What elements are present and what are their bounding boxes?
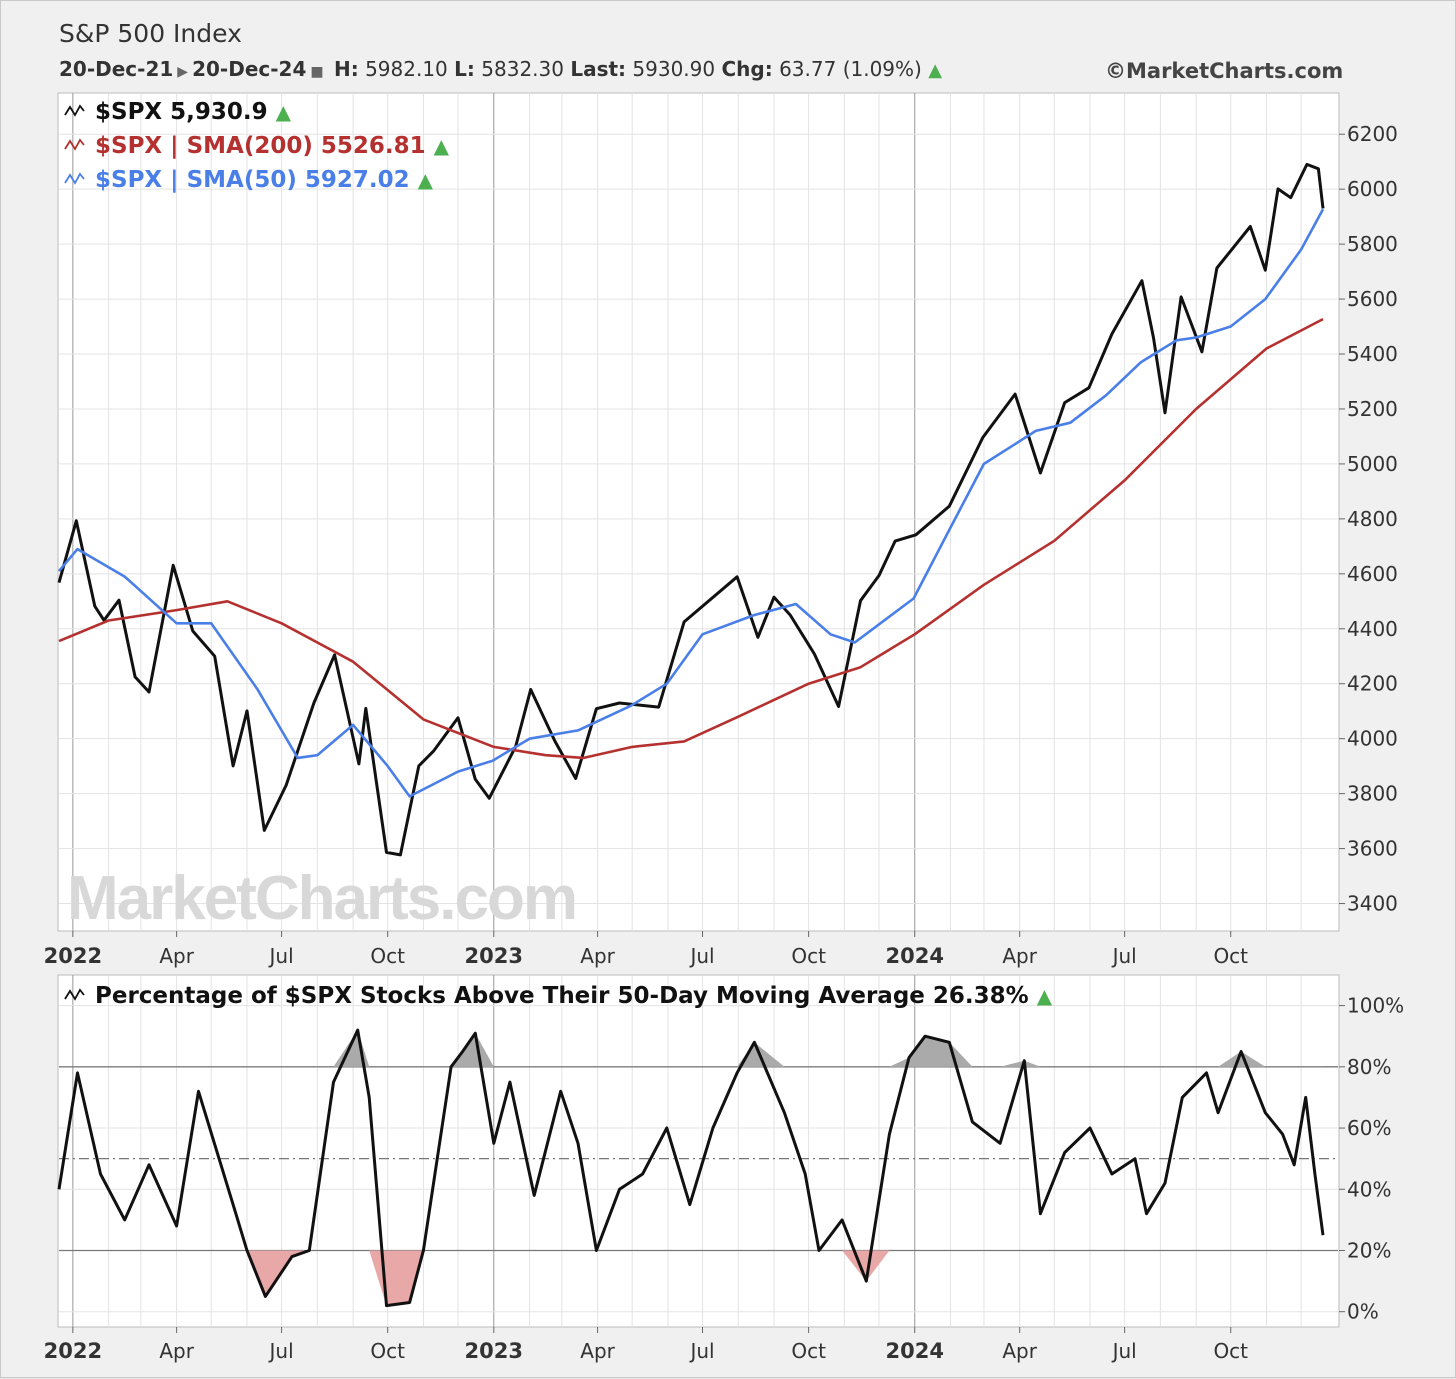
breadth-series: [57, 1028, 1325, 1308]
y-tick-label: 80%: [1347, 1055, 1391, 1079]
x-tick-label: Apr: [580, 944, 615, 968]
x-tick-label: Oct: [791, 944, 826, 968]
main-series: [57, 162, 1325, 857]
y-tick-label: 20%: [1347, 1238, 1391, 1262]
breadth-y-axis: 0% 20% 40% 60% 80% 100%: [1339, 994, 1404, 1324]
up-triangle-icon: ▲: [276, 100, 292, 124]
x-tick-label: Apr: [159, 1339, 194, 1363]
series-line-icon: [64, 104, 85, 117]
main-grid: [59, 93, 1338, 931]
x-tick-label: 2024: [886, 944, 944, 968]
y-tick-label: 6200: [1347, 122, 1398, 146]
y-tick-label: 60%: [1347, 1116, 1391, 1140]
x-tick-label: Oct: [1213, 1339, 1248, 1363]
last-value: 5930.90: [632, 57, 716, 81]
x-tick-label: Apr: [159, 944, 194, 968]
x-tick-label: 2022: [44, 944, 102, 968]
y-tick-label: 40%: [1347, 1177, 1391, 1201]
last-label: Last:: [570, 57, 627, 81]
x-tick-label: Jul: [1111, 1339, 1137, 1363]
y-tick-label: 5400: [1347, 342, 1398, 366]
x-tick-label: Jul: [268, 1339, 294, 1363]
y-tick-label: 4400: [1347, 617, 1398, 641]
series-line-spx: [57, 162, 1325, 857]
y-tick-label: 3400: [1347, 892, 1398, 916]
series-line-breadth: [57, 1028, 1325, 1308]
main-y-axis: 3400 3600 3800 4000 4200 4400 4600 4800 5000 5200…: [1339, 122, 1398, 916]
y-tick-label: 3800: [1347, 782, 1398, 806]
y-tick-label: 4800: [1347, 507, 1398, 531]
high-label: H:: [333, 57, 359, 81]
breadth-panel: [57, 974, 1340, 1328]
series-line-sma50: [58, 208, 1325, 798]
legend-entry: $SPX 5,930.9: [95, 99, 268, 125]
chart-title: S&P 500 Index: [59, 19, 242, 48]
y-tick-label: 4600: [1347, 562, 1398, 586]
x-tick-label: 2023: [465, 1339, 523, 1363]
x-tick-label: Apr: [580, 1339, 615, 1363]
legend-entry: $SPX | SMA(50) 5927.02: [95, 167, 410, 193]
series-line-icon: [64, 172, 85, 185]
up-triangle-icon: ▲: [928, 60, 943, 81]
y-tick-label: 6000: [1347, 177, 1398, 201]
x-tick-label: 2023: [465, 944, 523, 968]
x-tick-label: Oct: [370, 944, 405, 968]
y-tick-label: 4000: [1347, 727, 1398, 751]
chg-value: 63.77 (1.09%): [779, 57, 922, 81]
watermark-logo: MarketCharts.com: [67, 864, 576, 933]
y-tick-label: 3600: [1347, 837, 1398, 861]
breadth-fills: [59, 1030, 1323, 1306]
up-triangle-icon: ▲: [418, 168, 434, 192]
x-tick-label: Oct: [1213, 944, 1248, 968]
low-label: L:: [454, 57, 475, 81]
chg-label: Chg:: [721, 57, 773, 81]
range-arrow-icon: ▶: [177, 64, 189, 80]
x-tick-label: Oct: [370, 1339, 405, 1363]
x-tick-label: Jul: [268, 944, 294, 968]
main-legend: $SPX 5,930.9 ▲ $SPX | SMA(200) 5526.81 ▲ $SP…: [64, 99, 450, 193]
header-stats: 20-Dec-21 ▶ 20-Dec-24 ■ H: 5982.10 L: 5832.…: [59, 57, 942, 81]
legend-entry: $SPX | SMA(200) 5526.81: [95, 133, 426, 159]
fill-below-20: [59, 1250, 1323, 1306]
y-tick-label: 5200: [1347, 397, 1398, 421]
breadth-legend: Percentage of $SPX Stocks Above Their 50…: [64, 983, 1053, 1009]
legend-entry: Percentage of $SPX Stocks Above Their 50…: [95, 983, 1029, 1009]
high-value: 5982.10: [365, 57, 448, 81]
y-tick-label: 4200: [1347, 672, 1398, 696]
series-line-sma200: [58, 317, 1324, 760]
main-x-axis: 2022 Apr Jul Oct 2023 Apr Jul Oct 2024 Apr Jul Oct: [44, 931, 1248, 968]
x-tick-label: Jul: [1111, 944, 1137, 968]
y-tick-label: 100%: [1347, 994, 1404, 1018]
series-line-icon: [64, 138, 85, 151]
y-tick-label: 5000: [1347, 452, 1398, 476]
y-tick-label: 5800: [1347, 232, 1398, 256]
low-value: 5832.30: [481, 57, 564, 81]
x-tick-label: Jul: [688, 944, 714, 968]
x-tick-label: Jul: [688, 1339, 714, 1363]
y-tick-label: 0%: [1347, 1300, 1379, 1324]
date-to: 20-Dec-24: [192, 57, 307, 81]
x-tick-label: Apr: [1002, 944, 1037, 968]
main-panel: [57, 92, 1340, 932]
up-triangle-icon: ▲: [1037, 984, 1053, 1008]
copyright: ©MarketCharts.com: [1105, 59, 1344, 83]
x-tick-label: Oct: [791, 1339, 826, 1363]
x-tick-label: 2024: [886, 1339, 944, 1363]
series-line-icon: [64, 988, 85, 1001]
date-from: 20-Dec-21: [59, 57, 174, 81]
y-tick-label: 5600: [1347, 287, 1398, 311]
x-tick-label: 2022: [44, 1339, 102, 1363]
x-tick-label: Apr: [1002, 1339, 1037, 1363]
bullet-icon: ■: [310, 64, 324, 80]
up-triangle-icon: ▲: [434, 134, 450, 158]
breadth-x-axis: 2022 Apr Jul Oct 2023 Apr Jul Oct 2024 Apr Jul Oct: [44, 1327, 1248, 1363]
